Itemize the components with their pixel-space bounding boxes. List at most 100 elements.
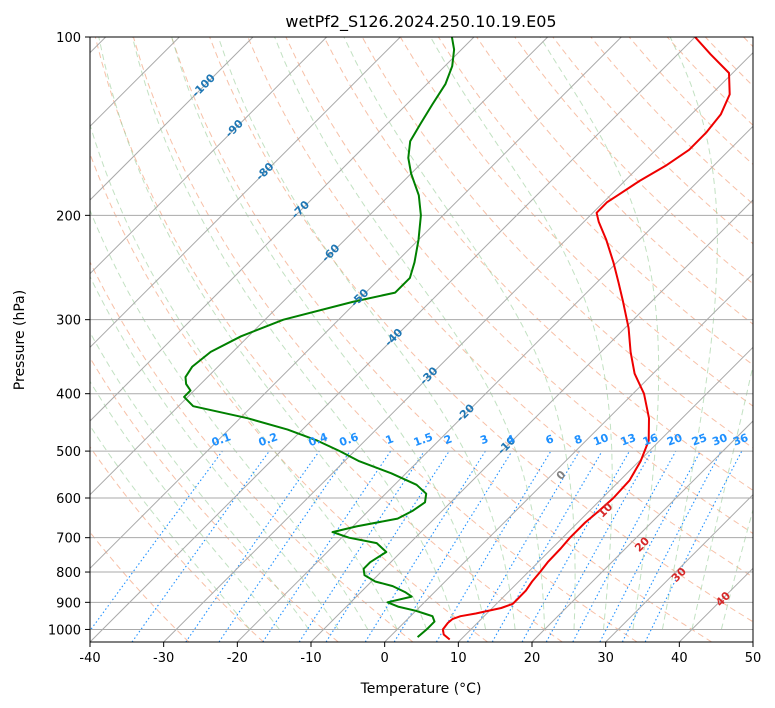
y-tick-label: 900 — [56, 596, 81, 611]
isotherm — [90, 37, 696, 642]
moist-adiabat — [131, 37, 457, 630]
x-tick-label: 0 — [381, 651, 389, 666]
axis-ticks: -40 -30 -20 -10 0 10 20 30 40 5010020030040050060… — [48, 31, 761, 666]
mixing-ratio-label: 13 — [619, 431, 638, 448]
mixing-ratio-label: 0.4 — [307, 430, 330, 449]
mixing-ratio-line — [298, 450, 425, 642]
mixing-ratio-label: 25 — [690, 431, 709, 448]
mixing-ratio-line — [435, 450, 552, 642]
moist-adiabat — [90, 380, 280, 630]
plot-frame — [89, 36, 754, 643]
y-tick-label: 500 — [56, 445, 81, 460]
isotherm — [90, 37, 328, 275]
dry-adiabat — [90, 152, 488, 642]
dry-adiabat — [666, 37, 753, 126]
moist-adiabat-label: 0 — [554, 468, 569, 483]
isotherm — [163, 51, 753, 642]
mixing-ratio-line — [262, 450, 392, 642]
x-tick-label: -30 — [153, 651, 174, 666]
isotherm — [90, 37, 475, 422]
dry-adiabat — [90, 356, 339, 642]
mixing-ratio-label: 8 — [572, 432, 584, 447]
mixing-ratio-line — [393, 450, 513, 642]
x-tick-label: 50 — [745, 651, 762, 666]
isotherm — [310, 199, 753, 642]
mixing-ratio-line — [572, 450, 677, 642]
x-tick-label: 10 — [450, 651, 467, 666]
y-tick-label: 300 — [56, 314, 81, 329]
moist-adiabat-label: 30 — [669, 565, 689, 585]
mixing-ratio-label: 0.1 — [210, 430, 233, 449]
dry-adiabat — [209, 37, 753, 623]
isotherm — [90, 37, 401, 349]
y-tick-label: 1000 — [48, 623, 81, 638]
mixing-ratio-line — [185, 450, 320, 642]
mixing-ratio-line — [325, 450, 450, 642]
mixing-ratio-line — [131, 450, 270, 642]
y-tick-label: 600 — [56, 492, 81, 507]
dry-adiabat — [132, 37, 638, 642]
isotherm — [90, 37, 254, 201]
mixing-ratio-line — [90, 450, 223, 632]
moist-adiabat — [90, 275, 339, 630]
y-tick-label: 700 — [56, 532, 81, 547]
y-tick-label: 100 — [56, 31, 81, 46]
mixing-ratio-line — [521, 450, 630, 642]
x-tick-label: 30 — [597, 651, 614, 666]
dry-adiabat — [704, 37, 753, 87]
x-tick-label: 40 — [671, 651, 688, 666]
dry-adiabat — [590, 37, 753, 205]
isotherm — [457, 346, 753, 642]
moist-adiabat — [343, 37, 576, 630]
y-tick-label: 400 — [56, 388, 81, 403]
mixing-ratio-line — [644, 450, 743, 642]
moist-adiabat — [90, 331, 310, 630]
mixing-ratio-label: 10 — [592, 431, 611, 449]
mixing-ratio-label: 20 — [665, 431, 684, 449]
moist-adiabat — [217, 37, 516, 630]
dry-adiabat — [171, 37, 712, 642]
isotherm — [678, 567, 753, 642]
dry-adiabat — [514, 37, 753, 285]
mixing-ratio-line — [599, 450, 701, 642]
mixing-ratio-label: 3 — [478, 432, 490, 447]
mixing-ratio-line — [218, 450, 351, 642]
mixing-ratio-label: 16 — [641, 431, 660, 449]
dry-adiabat — [94, 37, 563, 642]
y-tick-label: 200 — [56, 209, 81, 224]
isotherm — [605, 493, 753, 642]
moist-adiabat — [720, 507, 753, 630]
moist-adiabat — [90, 424, 251, 630]
moist-adiabat — [691, 363, 753, 630]
moist-adiabat — [90, 208, 369, 630]
y-axis-label: Pressure (hPa) — [12, 290, 28, 390]
chart-title: wetPf2_S126.2024.250.10.19.E05 — [285, 12, 556, 32]
line-labels: -100-90-80-70-60-50-40-30-20-100.1 0.2 0.4… — [189, 71, 750, 609]
mixing-ratio-label: 0.6 — [338, 430, 361, 449]
isotherm — [90, 37, 549, 496]
moist-adiabat-label: 40 — [713, 589, 733, 609]
dry-adiabat — [323, 37, 753, 491]
moist-adiabat — [90, 123, 398, 630]
isotherm — [90, 37, 622, 570]
isotherm — [752, 641, 753, 642]
dry-adiabat — [743, 37, 753, 48]
isotherm — [384, 272, 753, 642]
y-tick-label: 800 — [56, 566, 81, 581]
mixing-ratio-label: 36 — [731, 431, 750, 449]
x-tick-label: -10 — [300, 651, 321, 666]
mixing-ratio-label: 2 — [442, 432, 454, 447]
dry-adiabat — [437, 37, 753, 366]
mixing-ratio-label: 4 — [505, 432, 517, 447]
dewpoint-line — [183, 37, 456, 638]
moist-adiabat — [430, 37, 613, 630]
x-tick-label: -40 — [79, 651, 100, 666]
mixing-ratio-label: 1.5 — [412, 430, 435, 449]
isotherm — [236, 125, 753, 642]
dry-adiabat — [285, 37, 753, 535]
isotherm — [531, 420, 753, 642]
mixing-ratio-label: 0.2 — [257, 430, 280, 449]
mixing-ratio-label: 6 — [544, 432, 556, 447]
